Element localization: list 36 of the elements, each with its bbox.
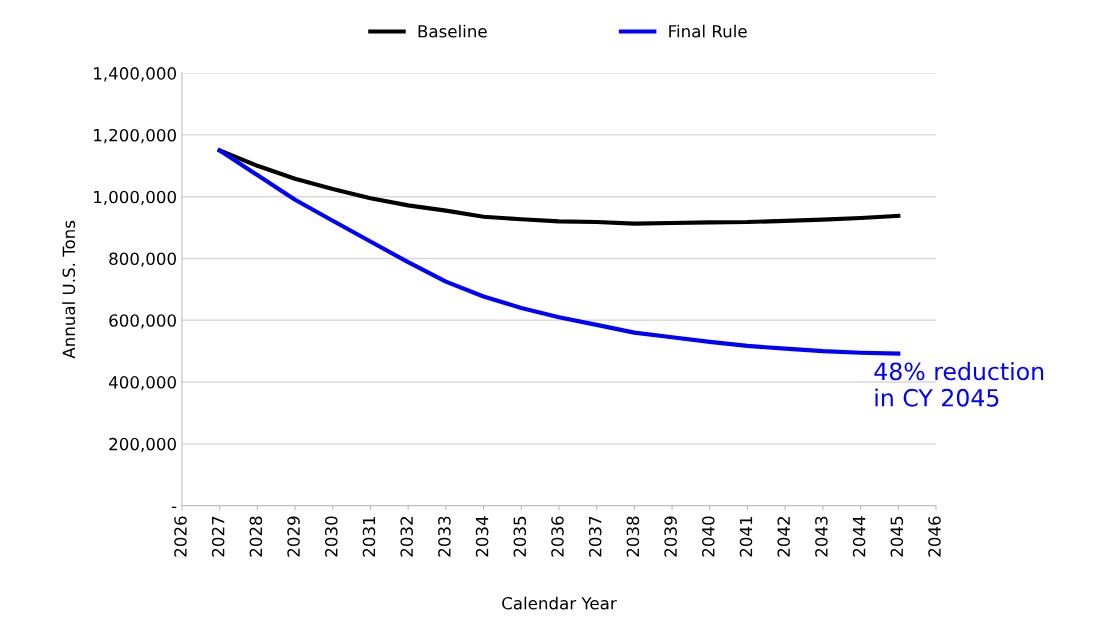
x-tick-label: 2032 <box>400 517 413 557</box>
x-tick-label: 2044 <box>852 516 866 557</box>
x-tick-label: 2045 <box>890 516 904 557</box>
y-tick-label: 1,400,000 <box>94 67 176 82</box>
x-tick-label: 2036 <box>551 516 564 557</box>
legend-label: Final Rule <box>669 24 747 38</box>
x-tick-label: 2043 <box>815 516 828 557</box>
y-tick-label: 800,000 <box>109 252 176 267</box>
x-tick-label: 2037 <box>588 516 602 557</box>
x-tick-label: 2040 <box>702 516 715 557</box>
x-tick-label: 2026 <box>174 516 187 557</box>
x-tick-label: 2029 <box>287 516 300 557</box>
x-tick-label: 2039 <box>664 516 677 557</box>
x-axis-title: Calendar Year <box>502 596 617 610</box>
y-tick-label: 200,000 <box>109 437 176 453</box>
legend-label: Baseline <box>418 24 487 38</box>
y-tick-label: 1,200,000 <box>94 128 176 144</box>
y-tick-label: 400,000 <box>108 376 176 391</box>
y-tick-label: - <box>171 506 177 509</box>
x-tick-label: 2038 <box>626 516 640 557</box>
y-axis-title: Annual U.S. Tons <box>62 220 76 359</box>
x-tick-label: 2046 <box>928 516 941 557</box>
x-tick-label: 2031 <box>362 516 376 557</box>
x-tick-label: 2042 <box>777 517 791 557</box>
y-tick-label: 600,000 <box>109 314 176 329</box>
x-tick-label: 2041 <box>739 516 753 557</box>
x-tick-label: 2028 <box>249 516 263 557</box>
line-series <box>217 148 901 226</box>
y-tick-label: 1,000,000 <box>94 190 176 205</box>
x-tick-label: 2035 <box>513 516 527 557</box>
x-tick-label: 2030 <box>324 516 338 557</box>
annotation: 48% reduction in CY 2045 <box>874 361 1044 407</box>
x-tick-label: 2034 <box>475 516 489 557</box>
line-series <box>217 148 901 356</box>
x-tick-label: 2027 <box>211 516 225 557</box>
x-tick-label: 2033 <box>438 516 451 557</box>
